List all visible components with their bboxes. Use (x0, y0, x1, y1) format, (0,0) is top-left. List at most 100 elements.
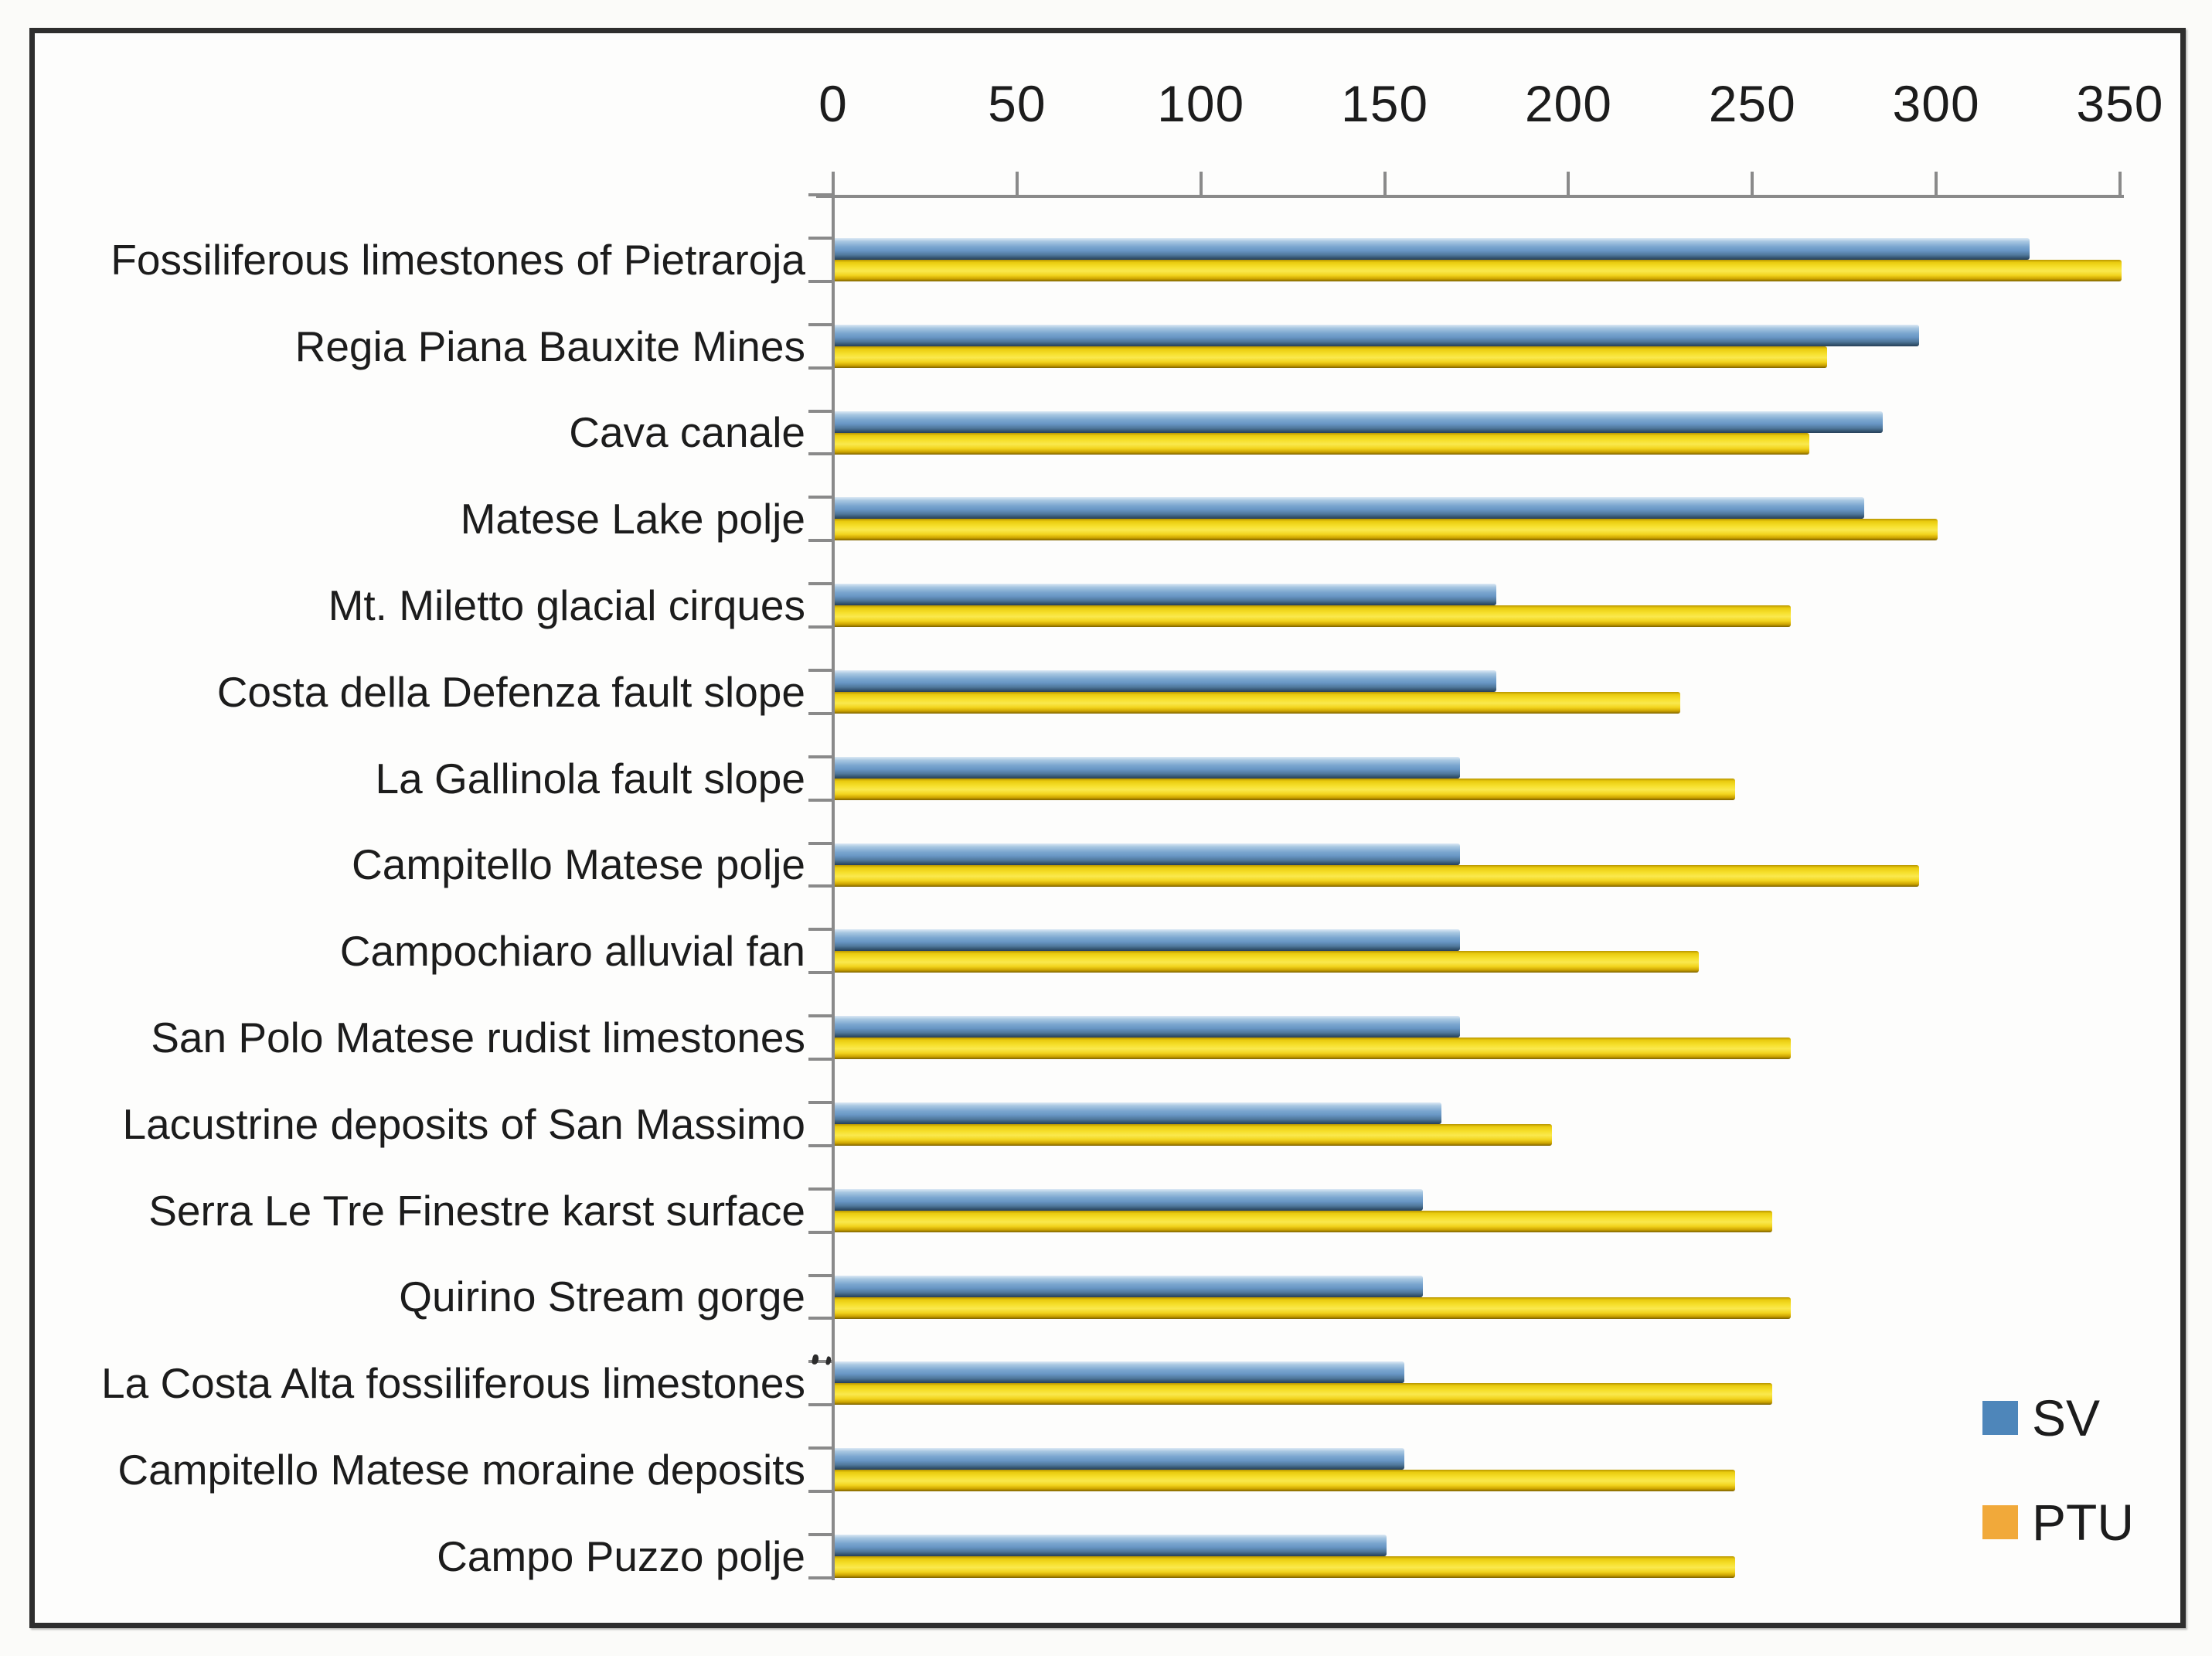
category-tick (808, 496, 833, 499)
value-tick-label-50: 50 (988, 75, 1046, 132)
category-tick (808, 1317, 833, 1320)
category-label: Campo Puzzo polje (437, 1532, 805, 1580)
bar-sv-8 (835, 843, 1460, 865)
bar-sv-14 (835, 1361, 1405, 1384)
bar-sv-15 (835, 1448, 1405, 1470)
category-label: Campitello Matese moraine deposits (117, 1446, 805, 1494)
bar-sv-5 (835, 584, 1497, 606)
bar-ptu-13 (835, 1297, 1791, 1319)
category-tick (808, 1230, 833, 1234)
category-tick (808, 582, 833, 586)
category-label: Costa della Defenza fault slope (216, 667, 805, 716)
value-tick-label-0: 0 (818, 75, 848, 132)
category-tick (808, 755, 833, 758)
category-tick (808, 322, 833, 326)
bar-ptu-2 (835, 346, 1828, 368)
category-label: La Gallinola fault slope (375, 754, 805, 802)
category-tick (808, 279, 833, 283)
category-tick (808, 668, 833, 672)
value-tick-50 (1015, 172, 1019, 198)
value-axis-line (816, 195, 2124, 198)
category-tick (808, 928, 833, 932)
category-tick (808, 452, 833, 456)
category-axis-line (832, 178, 835, 1580)
bar-sv-9 (835, 929, 1460, 952)
bar-ptu-1 (835, 259, 2122, 281)
category-label: Matese Lake polje (460, 495, 805, 543)
category-tick (808, 193, 833, 196)
bar-ptu-3 (835, 432, 1809, 455)
value-tick-100 (1199, 172, 1203, 198)
bar-sv-6 (835, 670, 1497, 692)
value-tick-0 (832, 172, 835, 198)
bar-ptu-8 (835, 864, 1920, 887)
category-tick (808, 366, 833, 370)
value-tick-label-200: 200 (1524, 75, 1612, 132)
category-tick (808, 625, 833, 629)
legend-swatch-sv (1982, 1401, 2018, 1435)
category-tick (808, 1360, 833, 1364)
bar-ptu-6 (835, 691, 1681, 714)
bar-ptu-7 (835, 778, 1736, 800)
category-tick (808, 1187, 833, 1191)
category-tick (808, 1058, 833, 1061)
bar-ptu-10 (835, 1038, 1791, 1060)
bar-sv-3 (835, 411, 1883, 433)
bar-sv-12 (835, 1188, 1424, 1211)
bar-ptu-15 (835, 1470, 1736, 1492)
bar-ptu-16 (835, 1555, 1736, 1578)
value-tick-150 (1383, 172, 1387, 198)
value-tick-label-300: 300 (1892, 75, 1980, 132)
category-label: Cava canale (569, 408, 805, 457)
category-label: Mt. Miletto glacial cirques (328, 581, 805, 630)
value-tick-label-100: 100 (1157, 75, 1245, 132)
bar-ptu-9 (835, 951, 1699, 973)
bar-ptu-12 (835, 1210, 1773, 1232)
category-label: La Costa Alta fossiliferous limestones (101, 1359, 805, 1408)
category-tick (808, 1490, 833, 1493)
bar-sv-2 (835, 324, 1920, 346)
figure-border (29, 28, 2186, 1628)
bar-sv-1 (835, 237, 2030, 260)
category-label: Fossiliferous limestones of Pietraroja (111, 235, 805, 284)
category-tick (808, 1403, 833, 1407)
category-tick (808, 711, 833, 715)
category-tick (808, 539, 833, 543)
category-tick (808, 1100, 833, 1104)
category-tick (808, 1014, 833, 1018)
category-label: Regia Piana Bauxite Mines (294, 322, 805, 370)
bar-ptu-14 (835, 1383, 1773, 1406)
value-tick-250 (1751, 172, 1754, 198)
bar-sv-16 (835, 1534, 1387, 1556)
category-tick (808, 1576, 833, 1579)
category-label: San Polo Matese rudist limestones (151, 1014, 805, 1062)
category-tick (808, 841, 833, 845)
bar-ptu-5 (835, 605, 1791, 628)
value-tick-300 (1935, 172, 1938, 198)
value-tick-label-250: 250 (1708, 75, 1796, 132)
category-tick (808, 971, 833, 975)
category-tick (808, 798, 833, 802)
category-label: Lacustrine deposits of San Massimo (122, 1099, 806, 1148)
bar-ptu-4 (835, 519, 1938, 541)
legend-swatch-ptu (1982, 1505, 2018, 1539)
value-tick-label-150: 150 (1340, 75, 1429, 132)
category-label: Campitello Matese polje (352, 840, 805, 889)
category-label: Quirino Stream gorge (399, 1273, 805, 1321)
category-label: Campochiaro alluvial fan (339, 927, 805, 976)
category-tick (808, 1273, 833, 1277)
value-tick-350 (2118, 172, 2122, 198)
bar-sv-10 (835, 1016, 1460, 1038)
bar-sv-7 (835, 756, 1460, 779)
bar-sv-13 (835, 1275, 1424, 1297)
category-tick (808, 1532, 833, 1536)
value-tick-200 (1567, 172, 1571, 198)
legend-label-ptu: PTU (2032, 1494, 2134, 1551)
category-tick (808, 884, 833, 888)
legend-label-sv: SV (2032, 1389, 2101, 1446)
category-label: Serra Le Tre Finestre karst surface (148, 1186, 805, 1235)
bar-ptu-11 (835, 1123, 1552, 1146)
category-tick (808, 236, 833, 240)
category-tick (808, 1446, 833, 1450)
